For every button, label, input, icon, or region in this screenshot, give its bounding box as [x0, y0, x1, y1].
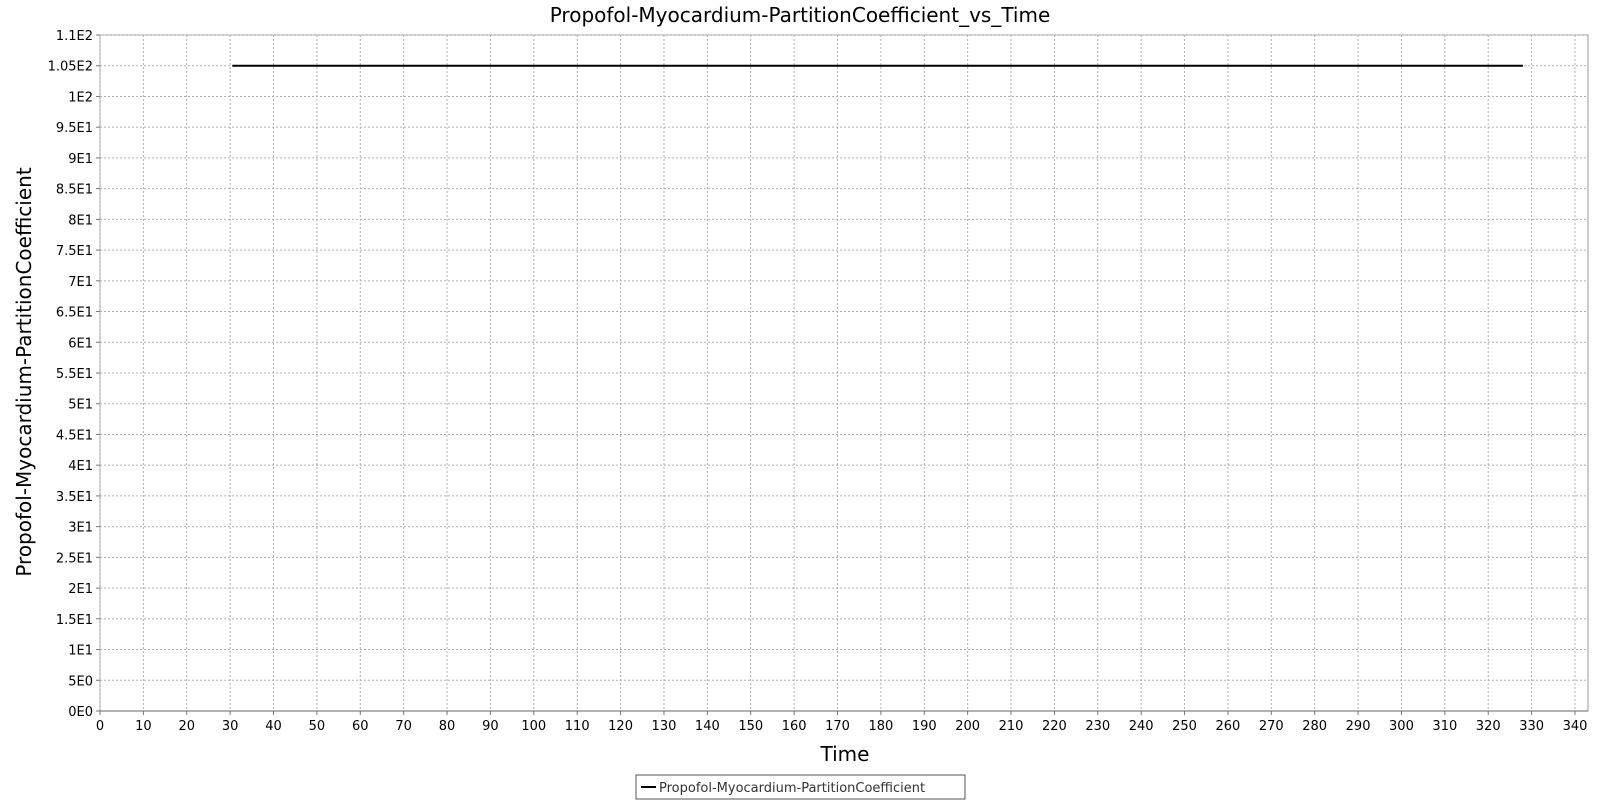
- x-tick-label: 30: [222, 719, 239, 734]
- x-tick-label: 330: [1519, 719, 1544, 734]
- x-tick-label: 80: [439, 719, 456, 734]
- x-tick-label: 90: [482, 719, 499, 734]
- x-tick-label: 0: [96, 719, 104, 734]
- x-tick-label: 10: [135, 719, 152, 734]
- y-tick-label: 7.5E1: [56, 244, 93, 259]
- x-tick-label: 240: [1129, 719, 1154, 734]
- x-tick-label: 210: [999, 719, 1024, 734]
- y-tick-label: 6E1: [68, 336, 93, 351]
- x-tick-label: 250: [1172, 719, 1197, 734]
- x-tick-label: 70: [395, 719, 412, 734]
- x-tick-label: 310: [1432, 719, 1457, 734]
- y-axis-label: Propofol-Myocardium-PartitionCoefficient: [12, 167, 36, 577]
- y-tick-label: 4E1: [68, 459, 93, 474]
- y-tick-label: 0E0: [68, 705, 93, 720]
- x-axis-label: Time: [820, 742, 870, 766]
- y-tick-label: 3E1: [68, 521, 93, 536]
- y-tick-label: 5.5E1: [56, 367, 93, 382]
- x-tick-label: 50: [309, 719, 326, 734]
- x-tick-label: 300: [1389, 719, 1414, 734]
- x-tick-label: 260: [1216, 719, 1241, 734]
- x-tick-label: 100: [521, 719, 546, 734]
- y-tick-label: 4.5E1: [56, 428, 93, 443]
- x-tick-label: 140: [695, 719, 720, 734]
- y-tick-label: 6.5E1: [56, 306, 93, 321]
- y-tick-label: 9.5E1: [56, 121, 93, 136]
- x-tick-label: 200: [955, 719, 980, 734]
- y-tick-label: 2.5E1: [56, 551, 93, 566]
- legend-box: [635, 774, 966, 800]
- x-tick-label: 150: [738, 719, 763, 734]
- y-tick-label: 1.05E2: [48, 60, 93, 75]
- y-tick-label: 5E1: [68, 398, 93, 413]
- x-axis-ticks: 0 10 20 30 40 50 60 70 80 90 100 110 120 130 140 150 160…: [96, 710, 1588, 734]
- y-tick-label: 3.5E1: [56, 490, 93, 505]
- legend: Propofol-Myocardium-PartitionCoefficient: [635, 774, 966, 800]
- y-tick-label: 1.5E1: [56, 613, 93, 628]
- y-tick-label: 2E1: [68, 582, 93, 597]
- y-tick-label: 8E1: [68, 213, 93, 228]
- x-tick-label: 190: [912, 719, 937, 734]
- x-tick-label: 120: [608, 719, 633, 734]
- x-tick-label: 220: [1042, 719, 1067, 734]
- y-tick-label: 8.5E1: [56, 183, 93, 198]
- x-tick-label: 180: [868, 719, 893, 734]
- y-tick-label: 5E0: [68, 674, 93, 689]
- y-tick-label: 7E1: [68, 275, 93, 290]
- legend-label: Propofol-Myocardium-PartitionCoefficient: [659, 781, 925, 796]
- y-tick-label: 1E1: [68, 644, 93, 659]
- x-tick-label: 280: [1302, 719, 1327, 734]
- y-tick-label: 9E1: [68, 152, 93, 167]
- x-tick-label: 60: [352, 719, 369, 734]
- x-tick-label: 230: [1085, 719, 1110, 734]
- x-tick-label: 170: [825, 719, 850, 734]
- y-tick-label: 1E2: [68, 90, 93, 105]
- x-tick-label: 40: [265, 719, 282, 734]
- y-tick-label: 1.1E2: [56, 29, 93, 44]
- x-tick-label: 320: [1476, 719, 1501, 734]
- x-tick-label: 340: [1563, 719, 1588, 734]
- x-tick-label: 270: [1259, 719, 1284, 734]
- x-tick-label: 110: [565, 719, 590, 734]
- x-tick-label: 160: [782, 719, 807, 734]
- y-axis-ticks: 0E0 5E0 1E1 1.5E1 2E1 2.5E1 3E1 3.5E1 4E1 4.5E1 5E…: [48, 29, 100, 720]
- chart-title: Propofol-Myocardium-PartitionCoefficient…: [550, 3, 1051, 27]
- x-tick-label: 130: [652, 719, 677, 734]
- x-tick-label: 20: [178, 719, 195, 734]
- x-tick-label: 290: [1346, 719, 1371, 734]
